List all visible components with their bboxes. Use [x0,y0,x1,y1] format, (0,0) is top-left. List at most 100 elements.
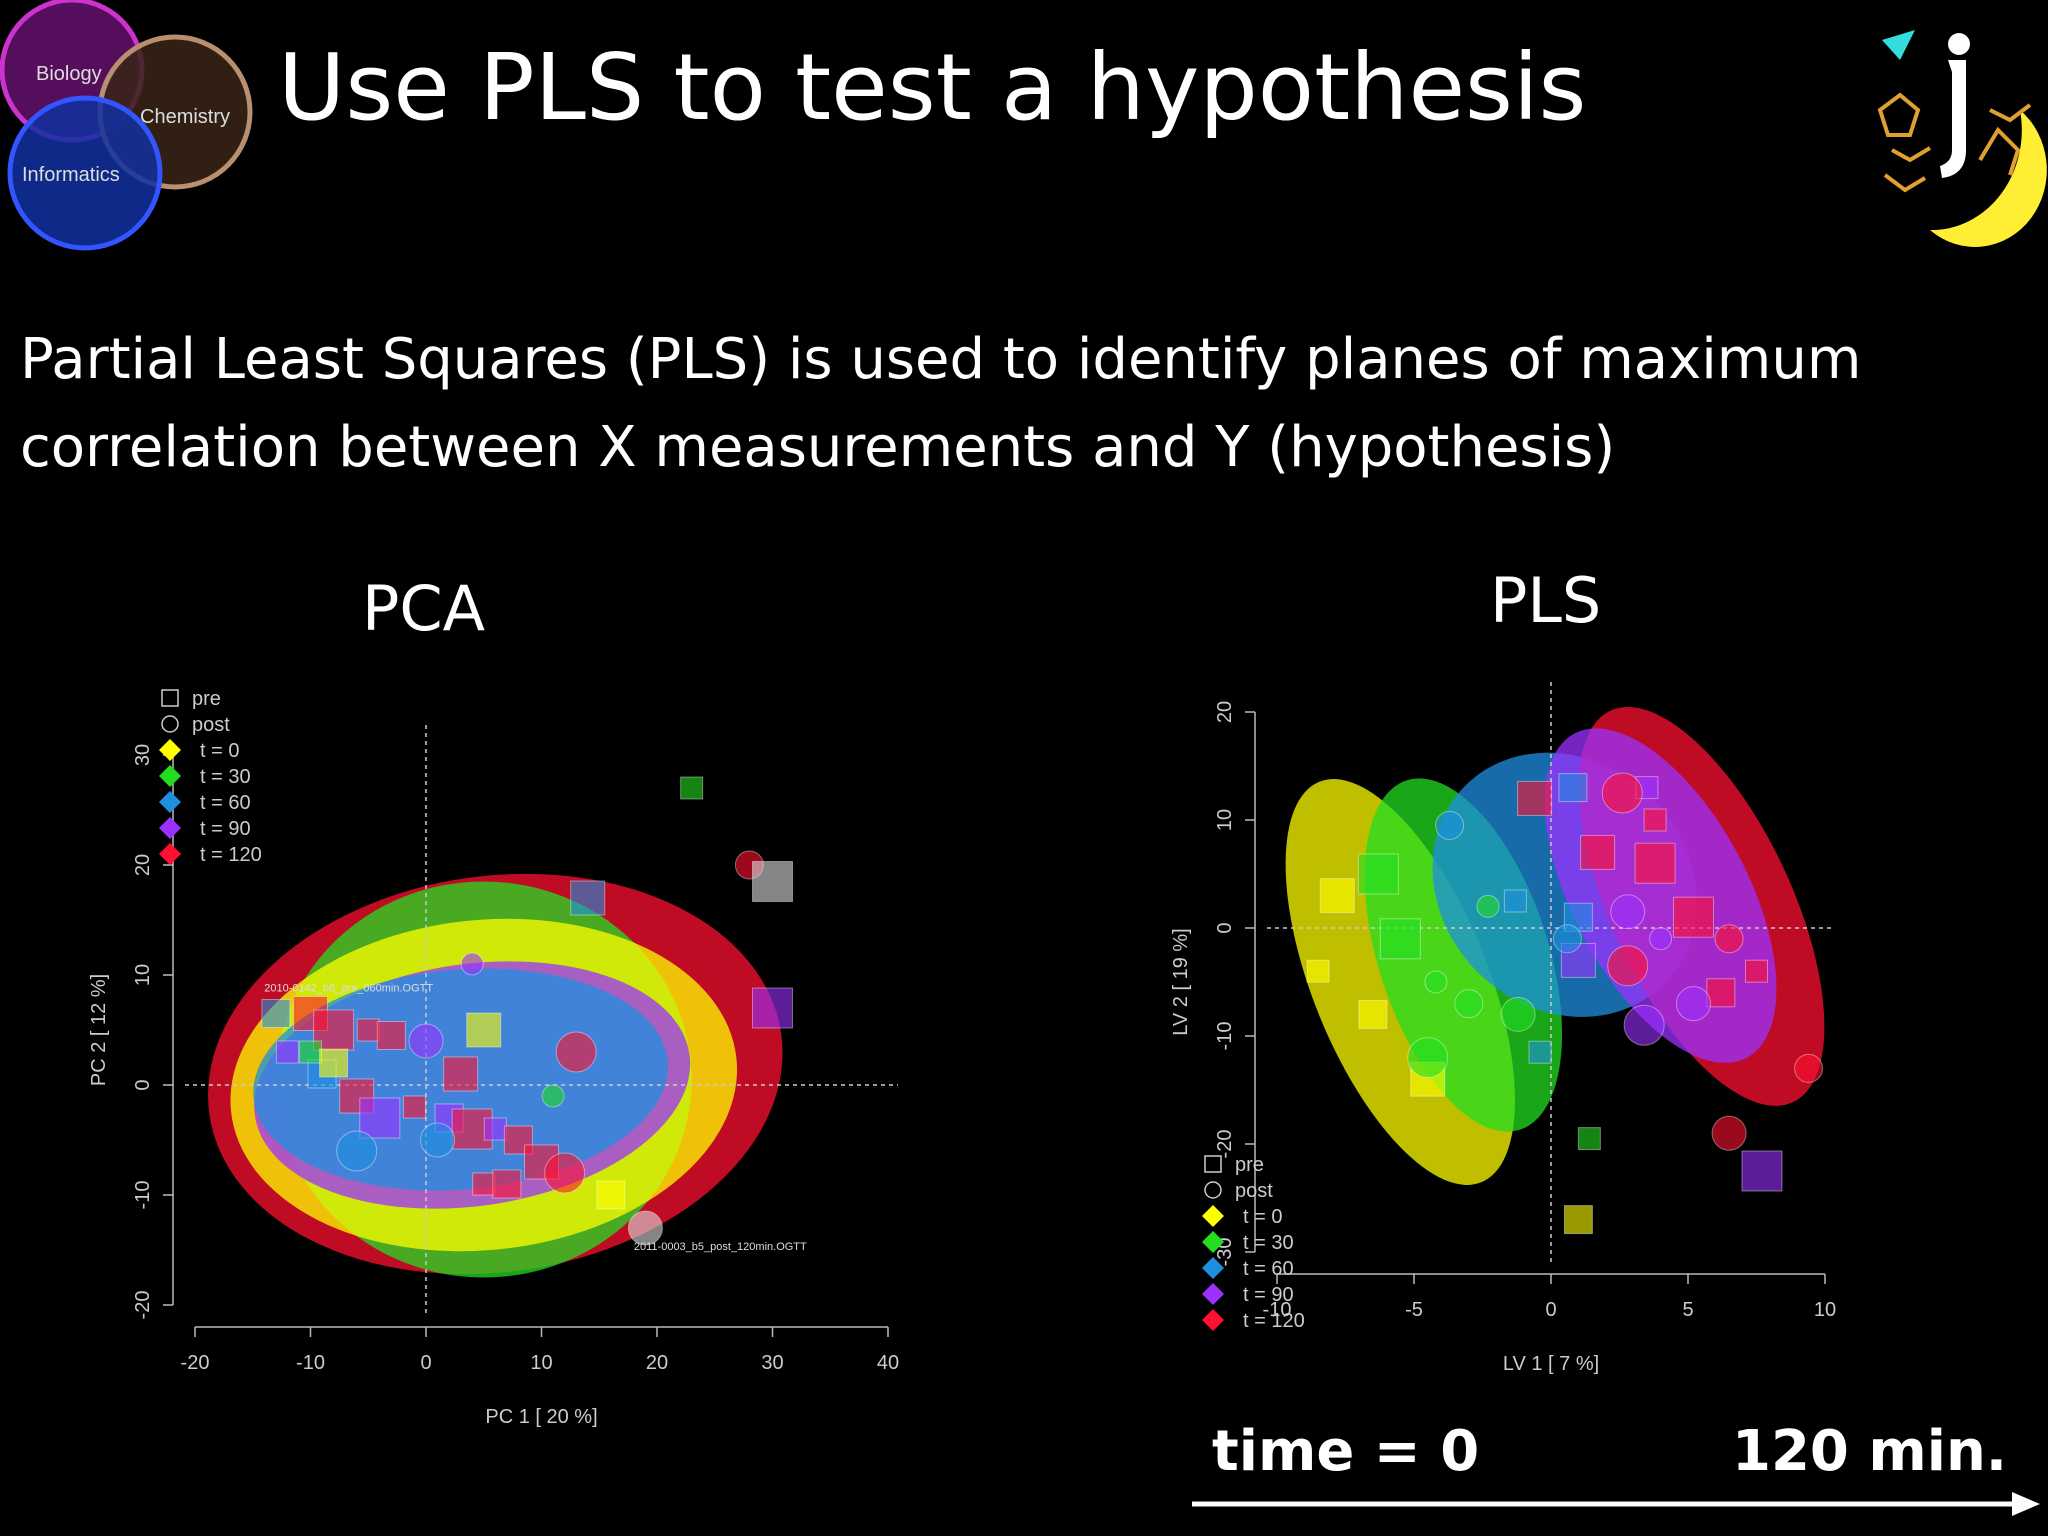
y-tick-label-3: 0 [1214,922,1236,933]
x-tick-label-1: -5 [1405,1299,1423,1321]
y-tick-label-1: -20 [1214,1130,1236,1159]
point-pre-6 [1580,834,1616,870]
moon-logo [1877,30,2047,247]
point-pre-11 [1672,896,1714,938]
x-axis-title: PC 1 [ 20 %] [485,1406,597,1428]
legend-marker-6 [1202,1309,1224,1331]
point-pre-32 [299,1040,322,1064]
time-arrow [1192,1492,2040,1516]
y-tick-label-2: 0 [132,1079,154,1090]
point-post-30 [1500,996,1536,1032]
point-pre-16 [1745,959,1768,983]
point-pre-3 [752,987,793,1029]
x-tick-label-0: -10 [1263,1299,1292,1321]
point-post-28 [541,1084,565,1108]
point-post-15 [1607,945,1649,987]
point-pre-33 [1358,999,1388,1029]
point-pre-25 [492,1169,522,1199]
point-pre-29 [596,1180,626,1210]
point-post-35 [1407,1037,1449,1079]
venn-label-biology: Biology [36,63,102,85]
point-post-23 [544,1152,586,1194]
legend-label-2: t = 0 [1243,1206,1282,1228]
point-post-36 [1476,894,1500,918]
legend-label-2: t = 0 [200,740,239,762]
x-tick-label-6: 40 [877,1352,899,1374]
point-pre-33 [319,1048,349,1078]
point-pre-15 [359,1097,401,1139]
legend-label-3: t = 30 [1243,1232,1294,1254]
point-post-21 [1794,1053,1824,1083]
point-pre-31 [1357,853,1399,895]
legend-label-0: pre [1235,1154,1264,1176]
x-tick-label-2: 0 [1545,1299,1556,1321]
cyan-swoosh-shape [1882,30,1915,60]
legend-marker-pre [1204,1155,1222,1173]
crescent-moon-shape [1930,110,2047,247]
y-tick-label-5: 20 [1214,701,1236,723]
legend-label-1: post [1235,1180,1273,1202]
legend-label-5: t = 90 [200,818,251,840]
point-post-26 [420,1122,456,1158]
point-pre-32 [1306,959,1330,983]
x-tick-label-4: 10 [1814,1299,1836,1321]
legend-label-0: pre [192,688,221,710]
white-letter-j-shape [1940,60,1966,178]
x-tick-label-1: -10 [296,1352,325,1374]
y-tick-label-5: 30 [132,744,154,766]
legend-marker-2 [1202,1205,1224,1227]
y-tick-label-2: -10 [1214,1022,1236,1051]
legend-marker-4 [159,791,181,813]
x-tick-label-0: -20 [181,1352,210,1374]
point-post-37 [1552,924,1582,954]
point-pre-26 [1319,878,1355,914]
point-pre-9 [376,1021,406,1050]
point-post-27 [336,1130,378,1172]
point-post-5 [1435,810,1465,840]
point-post-28 [1424,970,1448,994]
point-pre-24 [472,1172,496,1196]
legend-label-4: t = 60 [200,792,251,814]
y-tick-label-1: -10 [132,1181,154,1210]
x-tick-label-2: 0 [420,1352,431,1374]
point-pre-20 [483,1117,507,1141]
slide-title: Use PLS to test a hypothesis [278,34,1587,141]
legend-label-4: t = 60 [1243,1258,1294,1280]
legend-label-5: t = 90 [1243,1284,1294,1306]
legend-marker-2 [159,739,181,761]
y-tick-label-4: 10 [1214,809,1236,831]
point-post-3 [1601,772,1643,814]
y-axis-title: PC 2 [ 12 %] [88,974,110,1086]
point-pre-34 [466,1012,502,1048]
venn-label-informatics: Informatics [22,164,120,186]
point-post-11 [555,1031,597,1073]
x-tick-label-5: 30 [761,1352,783,1374]
legend-marker-3 [1202,1231,1224,1253]
slide-description: Partial Least Squares (PLS) is used to i… [20,327,1862,480]
x-tick-label-3: 5 [1682,1299,1693,1321]
x-tick-label-4: 20 [646,1352,668,1374]
point-post-13 [1714,924,1744,954]
x-axis-title: LV 1 [ 7 %] [1503,1353,1599,1375]
time-end-label: 120 min. [1732,1419,2008,1484]
pca-scatter-chart: 2010-0142_b8_pre_060min.OGTT 2011-0003_b5… [88,688,899,1428]
legend-marker-post [161,715,179,733]
legend-label-6: t = 120 [1243,1310,1305,1332]
point-pre-5 [261,999,291,1028]
point-pre-12 [275,1040,299,1064]
point-pre-23 [1741,1150,1783,1192]
legend-marker-post [1204,1181,1222,1199]
legend-marker-pre [161,689,179,707]
legend-marker-4 [1202,1257,1224,1279]
point-pre-0 [680,776,704,800]
point-pre-2 [1517,780,1553,816]
point-post-10 [408,1023,444,1059]
point-pre-2 [570,880,606,916]
y-tick-label-0: -20 [132,1291,154,1320]
point-pre-8 [356,1018,380,1042]
legend-marker-6 [159,843,181,865]
point-post-29 [1454,989,1484,1019]
point-pre-31 [752,861,793,902]
time-start-label: time = 0 [1212,1419,1480,1484]
